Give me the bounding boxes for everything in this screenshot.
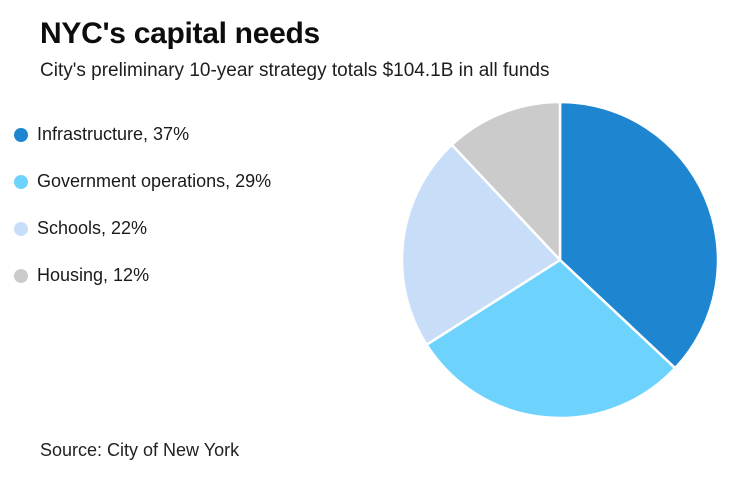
legend-label-schools: Schools, 22%	[37, 218, 148, 238]
chart-legend: Infrastructure, 37% Government operation…	[14, 124, 271, 286]
chart-subtitle: City's preliminary 10-year strategy tota…	[40, 60, 550, 81]
legend-swatch-schools	[14, 221, 28, 236]
legend-swatch-housing	[14, 268, 28, 283]
legend-swatch-government-operations	[14, 174, 28, 189]
pie-slice-infrastructure	[558, 100, 720, 370]
legend-label-government-operations: Government operations, 29%	[37, 171, 272, 191]
legend-label-infrastructure: Infrastructure, 37%	[37, 124, 190, 144]
legend-swatch-infrastructure	[14, 127, 28, 142]
pie-slice-housing	[450, 100, 562, 262]
legend-label-housing: Housing, 12%	[37, 265, 150, 285]
page-title: NYC's capital needs	[40, 17, 320, 50]
legend-item-infrastructure: Infrastructure, 37%	[14, 124, 271, 145]
pie-slice-government-operations	[425, 258, 677, 420]
legend-item-government-operations: Government operations, 29%	[14, 171, 271, 192]
legend-item-housing: Housing, 12%	[14, 265, 271, 286]
pie-slice-schools	[400, 143, 562, 346]
pie-chart	[400, 100, 720, 420]
legend-item-schools: Schools, 22%	[14, 218, 271, 239]
source-note: Source: City of New York	[40, 440, 240, 460]
pie-chart-container	[400, 100, 720, 420]
